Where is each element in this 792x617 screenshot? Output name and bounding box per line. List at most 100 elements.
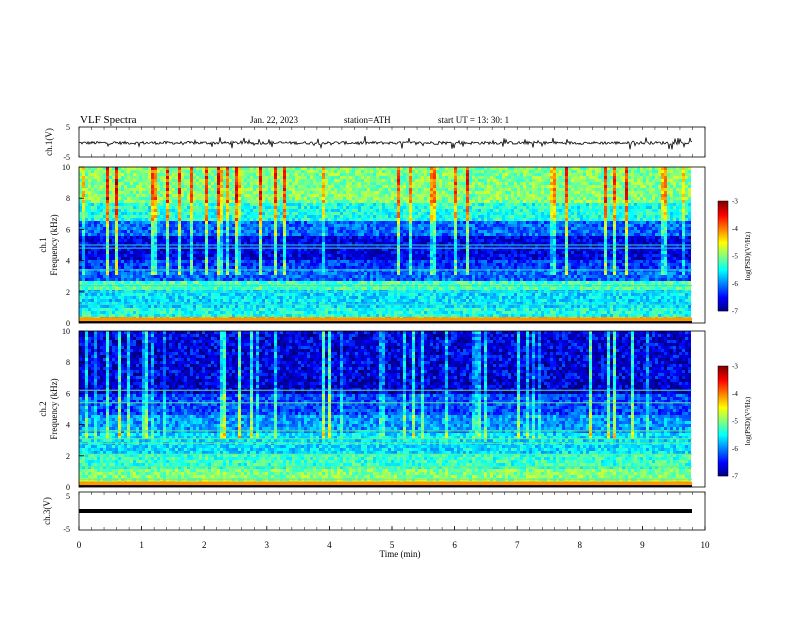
spectrogram-cell: [349, 185, 352, 188]
spectrogram-cell: [265, 188, 268, 191]
spectrogram-cell: [283, 293, 286, 296]
spectrogram-cell: [139, 170, 142, 173]
spectrogram-cell: [256, 209, 259, 212]
spectrogram-cell: [178, 296, 181, 299]
spectrogram-cell: [343, 191, 346, 194]
spectrogram-cell: [235, 182, 238, 185]
spectrogram-cell: [82, 182, 85, 185]
spectrogram-cell: [202, 209, 205, 212]
spectrogram-cell: [304, 254, 307, 257]
spectrogram-cell: [217, 299, 220, 302]
spectrogram-cell: [82, 170, 85, 173]
spectrogram-cell: [223, 233, 226, 236]
spectrogram-cell: [220, 209, 223, 212]
spectrogram-cell: [346, 272, 349, 275]
spectrogram-cell: [118, 212, 121, 215]
spectrogram-cell: [256, 263, 259, 266]
spectrogram-cell: [85, 170, 88, 173]
spectrogram-cell: [286, 296, 289, 299]
spectrogram-cell: [157, 311, 160, 314]
spectrogram-cell: [331, 173, 334, 176]
spectrogram-cell: [148, 254, 151, 257]
spectrogram-cell: [352, 272, 355, 275]
spectrogram-cell: [97, 203, 100, 206]
spectrogram-cell: [190, 182, 193, 185]
spectrogram-cell: [277, 251, 280, 254]
spectrogram-cell: [301, 260, 304, 263]
spectrogram-cell: [190, 215, 193, 218]
spectrogram-cell: [328, 236, 331, 239]
spectrogram-cell: [250, 197, 253, 200]
spectrogram-cell: [301, 230, 304, 233]
spectrogram-cell: [304, 185, 307, 188]
spectrogram-cell: [169, 272, 172, 275]
spectrogram-cell: [283, 194, 286, 197]
spectrogram-cell: [301, 221, 304, 224]
spectrogram-cell: [364, 251, 367, 254]
spectrogram-cell: [166, 221, 169, 224]
spectrogram-cell: [349, 209, 352, 212]
spectrogram-cell: [289, 188, 292, 191]
spectrogram-cell: [91, 227, 94, 230]
spectrogram-cell: [163, 296, 166, 299]
spectrogram-cell: [241, 266, 244, 269]
spectrogram-cell: [328, 266, 331, 269]
spectrogram-cell: [145, 233, 148, 236]
spectrogram-cell: [88, 167, 91, 170]
spectrogram-cell: [343, 308, 346, 311]
spectrogram-cell: [268, 299, 271, 302]
spectrogram-cell: [130, 257, 133, 260]
spectrogram-cell: [217, 308, 220, 311]
spectrogram-cell: [250, 221, 253, 224]
spectrogram-cell: [271, 278, 274, 281]
spectrogram-cell: [169, 218, 172, 221]
spectrogram-cell: [346, 194, 349, 197]
spectrogram-cell: [118, 233, 121, 236]
spectrogram-cell: [268, 182, 271, 185]
spectrogram-cell: [205, 209, 208, 212]
spectrogram-cell: [268, 221, 271, 224]
spectrogram-cell: [244, 251, 247, 254]
spectrogram-cell: [316, 251, 319, 254]
spectrogram-cell: [211, 185, 214, 188]
spectrogram-cell: [145, 212, 148, 215]
spectrogram-cell: [196, 272, 199, 275]
spectrogram-cell: [184, 224, 187, 227]
spectrogram-cell: [133, 179, 136, 182]
spectrogram-cell: [274, 308, 277, 311]
spectrogram-cell: [298, 191, 301, 194]
spectrogram-cell: [316, 233, 319, 236]
spectrogram-cell: [193, 227, 196, 230]
spectrogram-cell: [301, 215, 304, 218]
spectrogram-cell: [238, 176, 241, 179]
spectrogram-cell: [196, 239, 199, 242]
spectrogram-cell: [229, 281, 232, 284]
spectrogram-cell: [226, 218, 229, 221]
spectrogram-cell: [79, 188, 82, 191]
spectrogram-cell: [286, 287, 289, 290]
spectrogram-cell: [226, 227, 229, 230]
spectrogram-cell: [202, 263, 205, 266]
spectrogram-cell: [358, 314, 361, 317]
spectrogram-cell: [274, 287, 277, 290]
spectrogram-cell: [235, 170, 238, 173]
spectrogram-cell: [349, 194, 352, 197]
spectrogram-cell: [79, 311, 82, 314]
spectrogram-cell: [301, 227, 304, 230]
spectrogram-cell: [109, 299, 112, 302]
spectrogram-cell: [244, 185, 247, 188]
spectrogram-cell: [91, 305, 94, 308]
spectrogram-cell: [169, 311, 172, 314]
spectrogram-cell: [118, 167, 121, 170]
spectrogram-cell: [154, 224, 157, 227]
spectrogram-cell: [196, 263, 199, 266]
spectrogram-cell: [268, 185, 271, 188]
spectrogram-cell: [310, 254, 313, 257]
spectrogram-cell: [355, 230, 358, 233]
spectrogram-cell: [325, 227, 328, 230]
spectrogram-cell: [127, 239, 130, 242]
spectrogram-cell: [313, 296, 316, 299]
spectrogram-cell: [235, 203, 238, 206]
spectrogram-cell: [136, 251, 139, 254]
spectrogram-cell: [253, 170, 256, 173]
